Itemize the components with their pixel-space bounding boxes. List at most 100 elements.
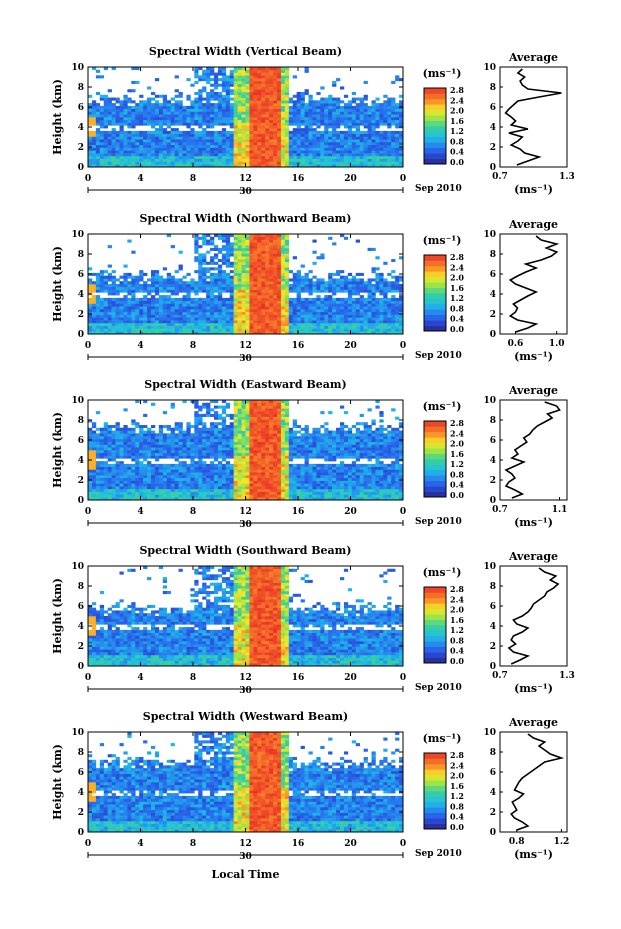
heatmap-cell (253, 259, 258, 263)
heatmap-cell (320, 111, 325, 115)
heatmap-cell (288, 331, 294, 335)
heatmap-cell (115, 164, 120, 168)
heatmap-cell (233, 331, 238, 335)
heatmap-cell (143, 317, 148, 321)
heatmap-cell (245, 303, 250, 307)
heatmap-cell (355, 158, 360, 162)
heatmap-cell (174, 447, 179, 451)
heatmap-cell (166, 472, 171, 476)
heatmap-cell (253, 139, 258, 143)
heatmap-cell (351, 325, 357, 329)
heatmap-cell (351, 306, 357, 310)
heatmap-cell (115, 438, 120, 442)
heatmap-cell (292, 75, 297, 79)
heatmap-cell (170, 133, 175, 137)
heatmap-cell (119, 483, 124, 487)
heatmap-cell (143, 286, 148, 290)
heatmap-cell (103, 483, 108, 487)
heatmap-cell (253, 292, 258, 296)
heatmap-cell (174, 119, 179, 123)
heatmap-cell (107, 108, 112, 112)
heatmap-cell (182, 488, 187, 492)
heatmap-cell (190, 284, 195, 288)
heatmap-cell (135, 119, 140, 123)
heatmap-cell (347, 122, 353, 126)
heatmap-cell (308, 97, 313, 101)
heatmap-cell (151, 469, 156, 473)
heatmap-cell (300, 303, 305, 307)
heatmap-cell (312, 158, 317, 162)
heatmap-cell (214, 161, 219, 165)
heatmap-cell (347, 117, 353, 121)
heatmap-cell (304, 114, 309, 118)
heatmap-cell (170, 111, 175, 115)
heatmap-cell (261, 250, 266, 254)
heatmap-cell (210, 317, 215, 321)
heatmap-cell (158, 472, 164, 476)
heatmap-cell (233, 253, 238, 257)
heatmap-cell (229, 155, 234, 159)
heatmap-cell (194, 450, 199, 454)
heatmap-cell (383, 161, 388, 165)
heatmap-cell (399, 122, 404, 126)
heatmap-cell (154, 441, 160, 445)
heatmap-cell (206, 125, 211, 129)
heatmap-cell (273, 67, 278, 71)
heatmap-cell (324, 158, 329, 162)
heatmap-cell (88, 430, 93, 434)
heatmap-cell (225, 130, 231, 134)
heatmap-cell (225, 103, 231, 107)
heatmap-cell (88, 136, 93, 140)
heatmap-cell (162, 497, 168, 501)
heatmap-cell (111, 139, 116, 143)
heatmap-cell (115, 463, 120, 467)
heatmap-cell (371, 314, 376, 318)
heatmap-cell (139, 455, 144, 459)
heatmap-cell (351, 153, 357, 157)
heatmap-cell (257, 275, 262, 279)
heatmap-cell (375, 314, 380, 318)
heatmap-cell (151, 105, 156, 109)
heatmap-cell (257, 325, 262, 329)
heatmap-cell (166, 164, 171, 168)
heatmap-cell (154, 436, 160, 440)
heatmap-cell (229, 117, 234, 121)
heatmap-cell (288, 286, 294, 290)
heatmap-cell (273, 153, 278, 157)
heatmap-cell (202, 239, 207, 243)
heatmap-cell (151, 92, 156, 96)
heatmap-cell (265, 250, 270, 254)
heatmap-cell (312, 281, 317, 285)
heatmap-cell (257, 281, 262, 285)
heatmap-cell (217, 331, 223, 335)
heatmap-cell (292, 144, 297, 148)
heatmap-cell (123, 328, 128, 332)
heatmap-cell (359, 272, 364, 276)
heatmap-cell (123, 144, 128, 148)
heatmap-cell (273, 314, 278, 318)
heatmap-cell (151, 303, 156, 307)
heatmap-cell (115, 491, 120, 495)
heatmap-cell (206, 161, 211, 165)
heatmap-cell (320, 108, 325, 112)
heatmap-cell (261, 264, 266, 268)
heatmap-cell (151, 122, 156, 126)
heatmap-cell (221, 278, 227, 282)
heatmap-cell (170, 497, 175, 501)
heatmap-cell (355, 317, 360, 321)
heatmap-cell (143, 325, 148, 329)
heatmap-cell (347, 311, 353, 315)
heatmap-cell (162, 455, 168, 459)
heatmap-cell (277, 236, 282, 240)
heatmap-cell (111, 491, 116, 495)
heatmap-cell (312, 133, 317, 137)
heatmap-cell (265, 78, 270, 82)
heatmap-cell (170, 281, 175, 285)
heatmap-cell (229, 331, 234, 335)
heatmap-cell (312, 142, 317, 146)
heatmap-cell (399, 108, 404, 112)
heatmap-cell (273, 92, 278, 96)
x-tick-label: 20 (344, 174, 357, 184)
heatmap-cell (186, 497, 191, 501)
heatmap-cell (273, 275, 278, 279)
